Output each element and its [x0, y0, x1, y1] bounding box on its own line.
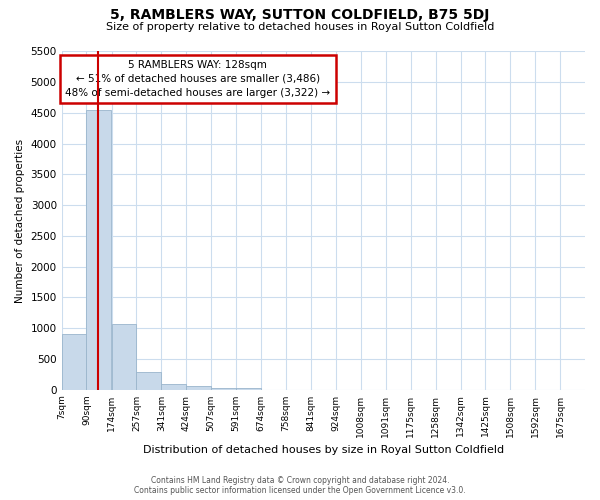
Bar: [86, 110, 111, 390]
Text: 5 RAMBLERS WAY: 128sqm
← 51% of detached houses are smaller (3,486)
48% of semi-: 5 RAMBLERS WAY: 128sqm ← 51% of detached…: [65, 60, 330, 98]
Bar: [112, 324, 136, 390]
Text: 5, RAMBLERS WAY, SUTTON COLDFIELD, B75 5DJ: 5, RAMBLERS WAY, SUTTON COLDFIELD, B75 5…: [110, 8, 490, 22]
Bar: [136, 372, 161, 390]
Y-axis label: Number of detached properties: Number of detached properties: [15, 138, 25, 302]
Bar: [211, 388, 236, 390]
Bar: [236, 388, 261, 390]
X-axis label: Distribution of detached houses by size in Royal Sutton Coldfield: Distribution of detached houses by size …: [143, 445, 504, 455]
Bar: [62, 334, 86, 390]
Bar: [161, 384, 186, 390]
Text: Size of property relative to detached houses in Royal Sutton Coldfield: Size of property relative to detached ho…: [106, 22, 494, 32]
Text: Contains HM Land Registry data © Crown copyright and database right 2024.
Contai: Contains HM Land Registry data © Crown c…: [134, 476, 466, 495]
Bar: [186, 386, 211, 390]
